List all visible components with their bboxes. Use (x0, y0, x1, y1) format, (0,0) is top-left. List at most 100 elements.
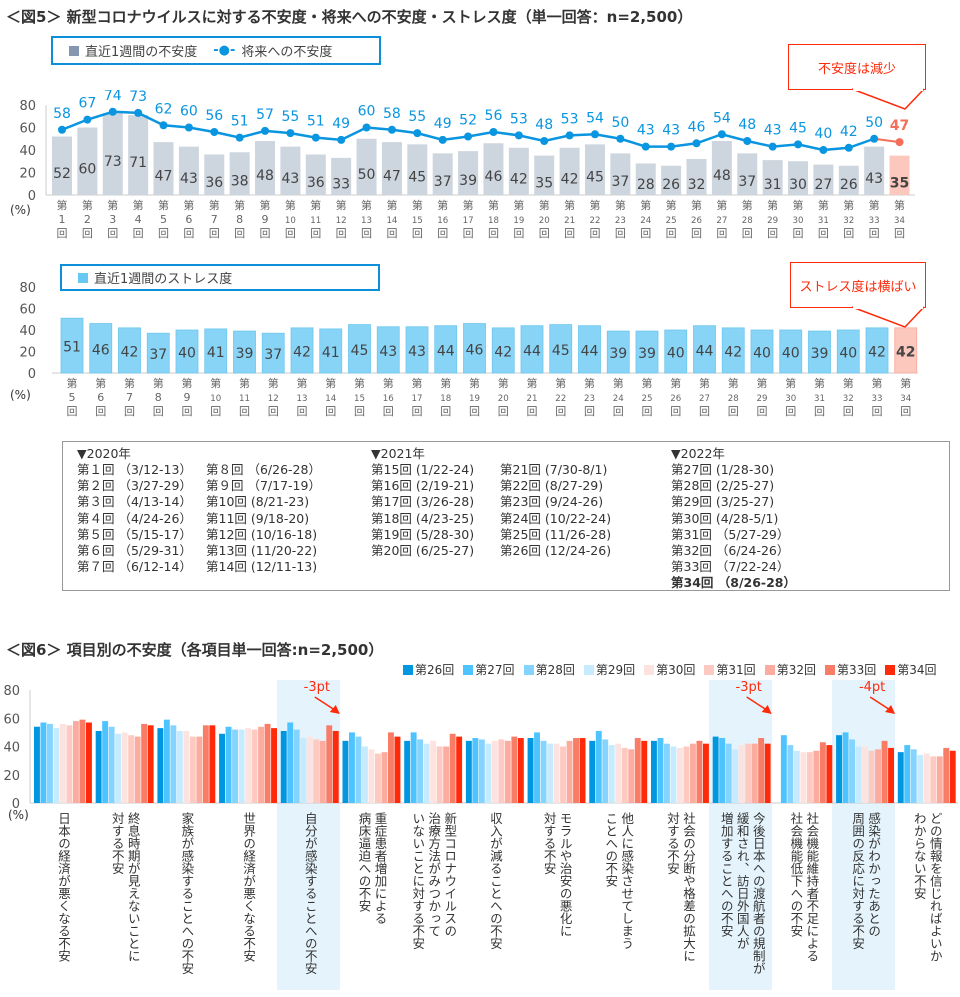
stress-bar-label: 39 (609, 346, 627, 362)
anxiety-bar (280, 146, 301, 195)
item-bar-第32回 (628, 749, 635, 803)
future-anxiety-label: 51 (231, 114, 249, 130)
item-bar-第28回 (602, 739, 609, 803)
arrow-head-icon (329, 705, 340, 714)
future-anxiety-point (743, 137, 752, 145)
schedule-2021-col2: 第21回 (7/30-8/1) 第22回 (8/27-29) 第23回 (9/2… (500, 462, 612, 559)
future-anxiety-label: 47 (890, 118, 909, 134)
item-bar-第29回 (793, 750, 800, 803)
category-label: 社会の分断や格差の拡大に 対する不安 (665, 812, 696, 962)
x-tick-label: 第 25 回 (666, 198, 677, 240)
anxiety-bar (508, 147, 529, 195)
future-anxiety-label: 62 (155, 101, 173, 117)
future-anxiety-point (159, 121, 168, 130)
item-bar-第32回 (196, 736, 203, 803)
future-anxiety-line-latest (874, 137, 900, 144)
stress-bar (721, 327, 745, 374)
category-label: 終息時期が見えないことに 対する不安 (109, 812, 141, 962)
anxiety-bar (458, 151, 479, 195)
item-bar-第33回 (79, 719, 86, 803)
item-bar-第27回 (534, 732, 540, 803)
item-bar-第30回 (121, 732, 128, 803)
item-bar-第26回 (897, 752, 904, 803)
stress-bar (779, 329, 803, 374)
item-bar-第31回 (189, 736, 196, 803)
anxiety-bar-label: 73 (104, 154, 122, 170)
x-tick-label: 第 30 回 (785, 376, 796, 418)
stress-bar-label: 40 (667, 346, 685, 362)
item-bar-第31回 (498, 739, 505, 803)
x-tick-label: 第 26 回 (670, 376, 681, 418)
legend-label: 第33回 (836, 663, 877, 677)
future-anxiety-label: 51 (307, 114, 325, 130)
anxiety-bar-label: 47 (155, 169, 173, 185)
stress-bar-label: 46 (92, 342, 110, 358)
item-bar-第30回 (923, 753, 930, 803)
item-bar-第32回 (319, 740, 326, 803)
x-tick-label: 第 25 回 (642, 376, 653, 418)
future-anxiety-label: 60 (358, 104, 376, 120)
legend-stress-label: 直近1週間のストレス度 (94, 272, 233, 287)
x-tick-label: 第 21 回 (527, 376, 538, 418)
anxiety-bar (356, 138, 377, 195)
highlight-band (708, 680, 772, 990)
stress-bar-label: 44 (523, 343, 541, 359)
item-bar-第26回 (651, 740, 657, 803)
item-bar-第31回 (621, 747, 628, 803)
anxiety-bar (711, 141, 732, 195)
x-tick-label: 第 29 回 (757, 376, 768, 418)
x-tick-label: 第 22 回 (589, 198, 600, 240)
anxiety-bar-label: 37 (611, 174, 629, 190)
anxiety-bar-label: 48 (256, 168, 274, 184)
stress-bar-label: 44 (581, 343, 599, 359)
item-bar-第28回 (478, 739, 485, 803)
item-bar-第33回 (943, 747, 950, 803)
y-tick-label: 80 (19, 281, 36, 296)
future-anxiety-label: 74 (104, 90, 122, 104)
anxiety-bar-label: 43 (282, 171, 300, 187)
item-bar-第33回 (141, 723, 148, 803)
future-anxiety-point (870, 134, 879, 143)
item-anxiety-chart: 0 20 40 60 80 -3pt -3pt -4pt (3, 680, 958, 812)
item-bar-第34回 (641, 740, 648, 803)
item-bar-第29回 (855, 746, 862, 803)
x-tick-label: 第 11 回 (239, 376, 250, 418)
item-bar-第34回 (271, 728, 277, 803)
future-anxiety-point (362, 123, 371, 132)
future-anxiety-point (692, 139, 701, 148)
item-bar-第34回 (394, 736, 401, 803)
callout-stress: ストレス度は横ばい (790, 262, 926, 308)
x-tick-label: 第 18 回 (440, 376, 451, 418)
item-bar-第28回 (910, 749, 917, 803)
anxiety-bar (813, 164, 834, 195)
future-anxiety-point (489, 128, 498, 136)
item-bar-第26回 (157, 728, 164, 803)
item-bar-第33回 (573, 738, 579, 803)
future-anxiety-label: 50 (865, 115, 883, 131)
item-bar-第31回 (930, 756, 937, 803)
item-bar-第34回 (332, 730, 339, 803)
item-bar-第27回 (349, 732, 355, 803)
legend-swatch (885, 664, 896, 675)
stress-bar-label: 40 (782, 346, 800, 362)
item-bar-第26回 (34, 726, 40, 803)
item-bar-第27回 (102, 721, 109, 803)
chart1-unit: (%) (10, 203, 31, 217)
x-tick-label: 第 12 回 (336, 198, 347, 240)
legend-item: 第27回 (463, 661, 515, 678)
anxiety-bar (584, 144, 605, 195)
stress-chart: 0 20 40 60 80 51 第 5 回 46 第 6 回 42 第 7 回 37 第 8 回 40 第 9 回 41 第 10 回… (19, 281, 918, 418)
future-anxiety-point (83, 115, 92, 124)
callout-anxiety-tail (851, 88, 925, 110)
future-anxiety-point (717, 130, 726, 139)
stress-bar-label: 39 (811, 346, 829, 362)
future-anxiety-point (387, 125, 396, 134)
item-bar-第34回 (764, 743, 771, 803)
legend-item: 第31回 (704, 661, 756, 678)
legend-label: 第31回 (716, 663, 756, 677)
stress-bar (865, 327, 889, 374)
